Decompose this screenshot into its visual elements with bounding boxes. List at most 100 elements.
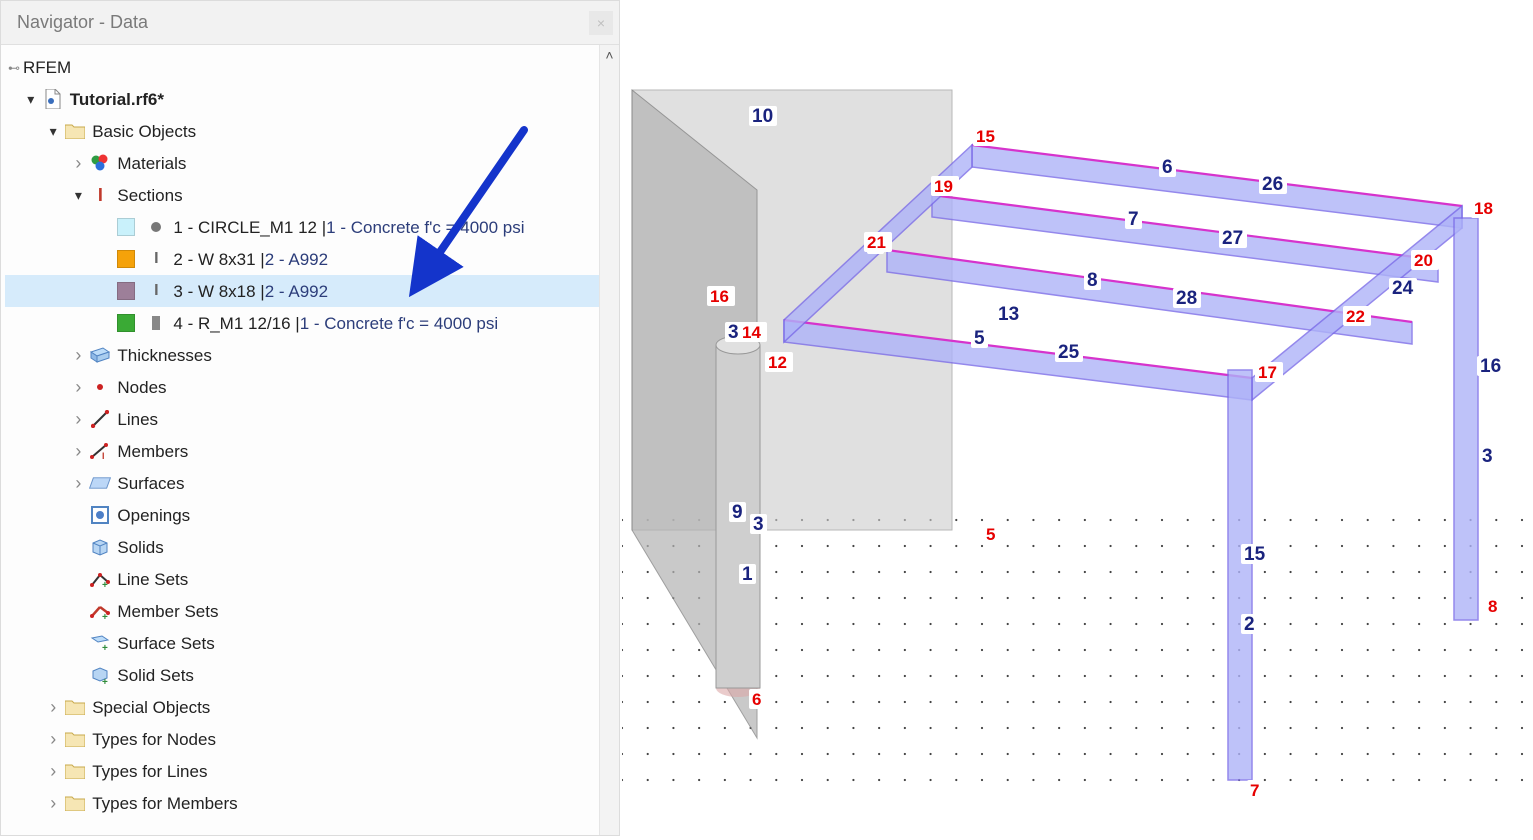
chevron-icon bbox=[22, 92, 40, 106]
chevron-icon bbox=[69, 154, 87, 172]
item-label: Sections bbox=[117, 187, 182, 204]
tree-surfaces[interactable]: Surfaces bbox=[5, 467, 619, 499]
svg-text:19: 19 bbox=[934, 177, 953, 196]
chevron-icon bbox=[69, 410, 87, 428]
close-icon: × bbox=[597, 15, 605, 31]
svg-text:16: 16 bbox=[710, 287, 729, 306]
svg-text:2: 2 bbox=[1244, 614, 1255, 635]
item-label: Solids bbox=[117, 539, 163, 556]
tree-special-objects[interactable]: Special Objects bbox=[5, 691, 619, 723]
item-label: Member Sets bbox=[117, 603, 218, 620]
chevron-icon bbox=[5, 60, 23, 74]
chevron-icon bbox=[44, 762, 62, 780]
tree-surface-sets[interactable]: + Surface Sets bbox=[5, 627, 619, 659]
item-sublabel: 2 - A992 bbox=[265, 283, 328, 300]
tree-section-item-2[interactable]: I2 - W 8x31 | 2 - A992 bbox=[5, 243, 619, 275]
svg-text:27: 27 bbox=[1222, 228, 1243, 249]
tree-types-lines[interactable]: Types for Lines bbox=[5, 755, 619, 787]
svg-text:+: + bbox=[102, 612, 108, 620]
item-label: Materials bbox=[117, 155, 186, 172]
svg-text:10: 10 bbox=[752, 106, 773, 127]
surface-sets-icon: + bbox=[89, 632, 111, 654]
item-sublabel: 1 - Concrete f'c = 4000 psi bbox=[326, 219, 524, 236]
tree-root-rfem[interactable]: RFEM bbox=[5, 51, 619, 83]
svg-text:3: 3 bbox=[728, 322, 739, 343]
folder-icon bbox=[64, 696, 86, 718]
chevron-icon bbox=[44, 730, 62, 748]
item-label: Lines bbox=[117, 411, 158, 428]
section-shape-icon: I bbox=[145, 248, 167, 270]
chevron-icon bbox=[69, 188, 87, 202]
tree-line-sets[interactable]: +Line Sets bbox=[5, 563, 619, 595]
svg-text:24: 24 bbox=[1392, 278, 1414, 299]
surface-icon bbox=[89, 472, 111, 494]
svg-text:+: + bbox=[102, 677, 108, 685]
svg-text:6: 6 bbox=[752, 690, 761, 709]
close-button[interactable]: × bbox=[589, 11, 613, 35]
item-label: Nodes bbox=[117, 379, 166, 396]
tree-types-nodes[interactable]: Types for Nodes bbox=[5, 723, 619, 755]
item-label: Surface Sets bbox=[117, 635, 214, 652]
tree-section-item-3[interactable]: I3 - W 8x18 | 2 - A992 bbox=[5, 275, 619, 307]
tree-file[interactable]: Tutorial.rf6* bbox=[5, 83, 619, 115]
item-label: Tutorial.rf6* bbox=[70, 91, 164, 108]
panel-header: Navigator - Data × bbox=[1, 1, 619, 45]
panel-title: Navigator - Data bbox=[17, 12, 148, 33]
member-icon: I bbox=[89, 440, 111, 462]
svg-text:16: 16 bbox=[1480, 356, 1501, 377]
scrollbar-vertical[interactable]: ˄ bbox=[599, 45, 619, 835]
model-viewport[interactable]: 1062672782824135253993115216315192116141… bbox=[622, 0, 1533, 836]
node-icon bbox=[89, 376, 111, 398]
svg-text:13: 13 bbox=[998, 304, 1019, 325]
tree-basic-objects[interactable]: Basic Objects bbox=[5, 115, 619, 147]
svg-text:7: 7 bbox=[1250, 781, 1259, 800]
tree-solid-sets[interactable]: + Solid Sets bbox=[5, 659, 619, 691]
svg-text:9: 9 bbox=[732, 502, 743, 523]
tree-section-item-1[interactable]: 1 - CIRCLE_M1 12 | 1 - Concrete f'c = 40… bbox=[5, 211, 619, 243]
tree-member-sets[interactable]: + Member Sets bbox=[5, 595, 619, 627]
tree-thicknesses[interactable]: Thicknesses bbox=[5, 339, 619, 371]
svg-text:18: 18 bbox=[1474, 199, 1493, 218]
item-label: Solid Sets bbox=[117, 667, 194, 684]
tree-materials[interactable]: Materials bbox=[5, 147, 619, 179]
svg-text:+: + bbox=[102, 580, 108, 588]
tree-lines[interactable]: Lines bbox=[5, 403, 619, 435]
item-label: Thicknesses bbox=[117, 347, 211, 364]
svg-text:1: 1 bbox=[742, 564, 753, 585]
color-swatch-icon bbox=[117, 282, 135, 300]
chevron-icon bbox=[69, 378, 87, 396]
tree-sections[interactable]: ISections bbox=[5, 179, 619, 211]
navigator-tree[interactable]: RFEM Tutorial.rf6* Basic Objects Materials I… bbox=[1, 45, 619, 825]
tree-section-item-4[interactable]: 4 - R_M1 12/16 | 1 - Concrete f'c = 4000… bbox=[5, 307, 619, 339]
item-label: Special Objects bbox=[92, 699, 210, 716]
svg-text:7: 7 bbox=[1128, 209, 1139, 230]
section-shape-icon bbox=[145, 312, 167, 334]
tree-solids[interactable]: Solids bbox=[5, 531, 619, 563]
svg-text:3: 3 bbox=[753, 514, 764, 535]
svg-text:15: 15 bbox=[1244, 544, 1266, 565]
chevron-icon bbox=[44, 124, 62, 138]
navigator-panel: Navigator - Data × RFEM Tutorial.rf6* Basi… bbox=[0, 0, 620, 836]
viewport-svg: 1062672782824135253993115216315192116141… bbox=[622, 0, 1533, 836]
folder-icon bbox=[64, 760, 86, 782]
tree-nodes[interactable]: Nodes bbox=[5, 371, 619, 403]
opening-icon bbox=[89, 504, 111, 526]
tree-openings[interactable]: Openings bbox=[5, 499, 619, 531]
svg-text:14: 14 bbox=[742, 323, 761, 342]
tree-members[interactable]: I Members bbox=[5, 435, 619, 467]
scroll-up-icon: ˄ bbox=[600, 47, 619, 63]
item-label: Types for Lines bbox=[92, 763, 207, 780]
chevron-icon bbox=[44, 794, 62, 812]
item-label: Members bbox=[117, 443, 188, 460]
section-shape-icon: I bbox=[145, 280, 167, 302]
item-label: 4 - R_M1 12/16 | bbox=[173, 315, 299, 332]
svg-text:21: 21 bbox=[867, 233, 886, 252]
item-sublabel: 1 - Concrete f'c = 4000 psi bbox=[300, 315, 498, 332]
folder-icon bbox=[64, 120, 86, 142]
chevron-icon bbox=[69, 474, 87, 492]
chevron-icon bbox=[44, 698, 62, 716]
svg-text:12: 12 bbox=[768, 353, 787, 372]
tree-types-members[interactable]: Types for Members bbox=[5, 787, 619, 819]
svg-text:15: 15 bbox=[976, 127, 995, 146]
item-label: Surfaces bbox=[117, 475, 184, 492]
